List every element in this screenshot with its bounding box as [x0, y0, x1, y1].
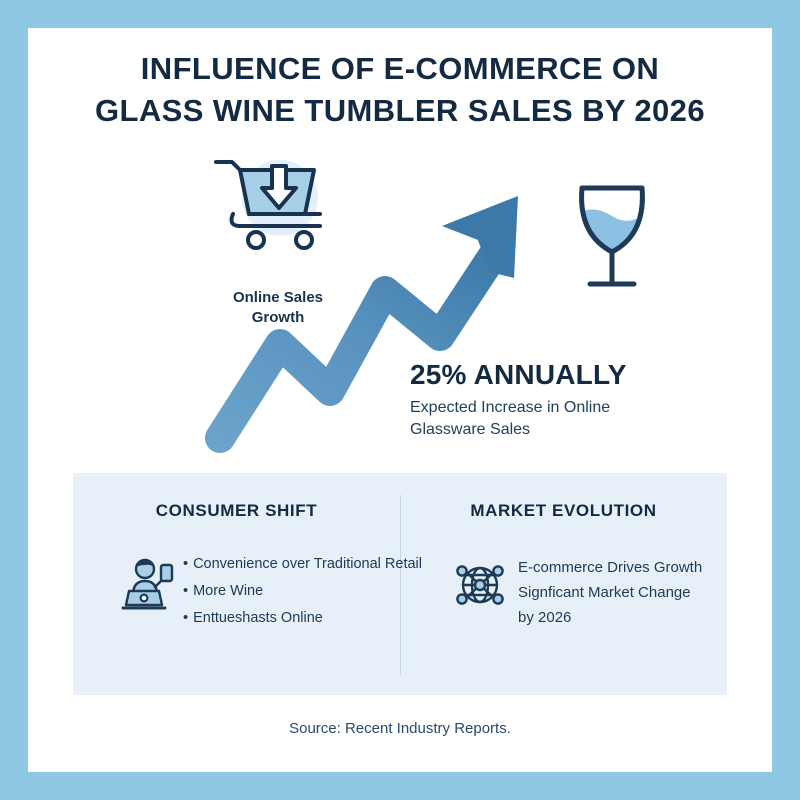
bullet-list-consumer-shift: • Convenience over Traditional Retail • Mo…: [183, 551, 422, 632]
source-note: Source: Recent Industry Reports.: [289, 720, 511, 737]
shopping-cart-download-icon: [214, 160, 322, 250]
stat-subtext: Expected Increase in Online Glassware Sa…: [410, 397, 740, 441]
list-item: • Convenience over Traditional Retail: [183, 551, 422, 578]
title-line-2: GLASS WINE TUMBLER SALES BY 2026: [95, 93, 705, 128]
global-network-icon: [456, 565, 504, 605]
person-laptop-shopping-icon: [121, 558, 174, 610]
cart-label-line-1: Online Sales: [232, 289, 324, 306]
column-heading-consumer-shift: CONSUMER SHIFT: [155, 501, 318, 520]
bullet-dot-icon: •: [183, 610, 189, 626]
list-item: • Enttueshasts Online: [183, 605, 398, 632]
bullet-dot-icon: •: [183, 556, 189, 572]
title-line-1: INFLUENCE OF E-COMMERCE ON: [140, 51, 660, 86]
stat-subtext-line-1: Expected Increase in Online: [410, 399, 611, 416]
list-item: • More Wine: [183, 578, 398, 605]
hero-graphic: Online Sales Growth: [28, 148, 772, 468]
panel-column-consumer-shift: CONSUMER SHIFT: [73, 473, 422, 695]
stat-block: 25% ANNUALLY Expected Increase in Online…: [410, 358, 740, 441]
hero-svg: [205, 160, 645, 453]
wine-glass-icon: [579, 185, 645, 287]
infographic-canvas: INFLUENCE OF E-COMMERCE ON GLASS WINE TU…: [28, 28, 772, 772]
text-list-market-evolution: E-commerce Drives Growth Signficant Mark…: [518, 555, 723, 630]
stat-subtext-line-2: Glassware Sales: [410, 421, 531, 438]
column-body-market-evolution: E-commerce Drives Growth Signficant Mark…: [400, 551, 727, 681]
page-title: INFLUENCE OF E-COMMERCE ON GLASS WINE TU…: [28, 48, 772, 132]
stat-headline: 25% ANNUALLY: [410, 359, 627, 390]
panel-divider: [400, 495, 401, 675]
list-item: E-commerce Drives Growth: [518, 559, 703, 576]
upward-zigzag-growth-arrow-icon: [205, 196, 518, 453]
column-heading-market-evolution: MARKET EVOLUTION: [470, 501, 657, 520]
bullet-text: More Wine: [193, 583, 264, 599]
bullet-text: Enttueshasts Online: [193, 610, 323, 626]
bullet-dot-icon: •: [183, 583, 189, 599]
list-item: by 2026: [518, 609, 572, 626]
cart-label: Online Sales Growth: [188, 288, 368, 328]
summary-panel: CONSUMER SHIFT: [73, 473, 727, 695]
bullet-text: Convenience over Traditional Retail: [193, 556, 422, 572]
column-body-consumer-shift: • Convenience over Traditional Retail • Mo…: [73, 551, 422, 681]
list-item: Signficant Market Change: [518, 584, 691, 601]
cart-label-line-2: Growth: [251, 309, 305, 326]
panel-column-market-evolution: MARKET EVOLUTION: [400, 473, 727, 695]
